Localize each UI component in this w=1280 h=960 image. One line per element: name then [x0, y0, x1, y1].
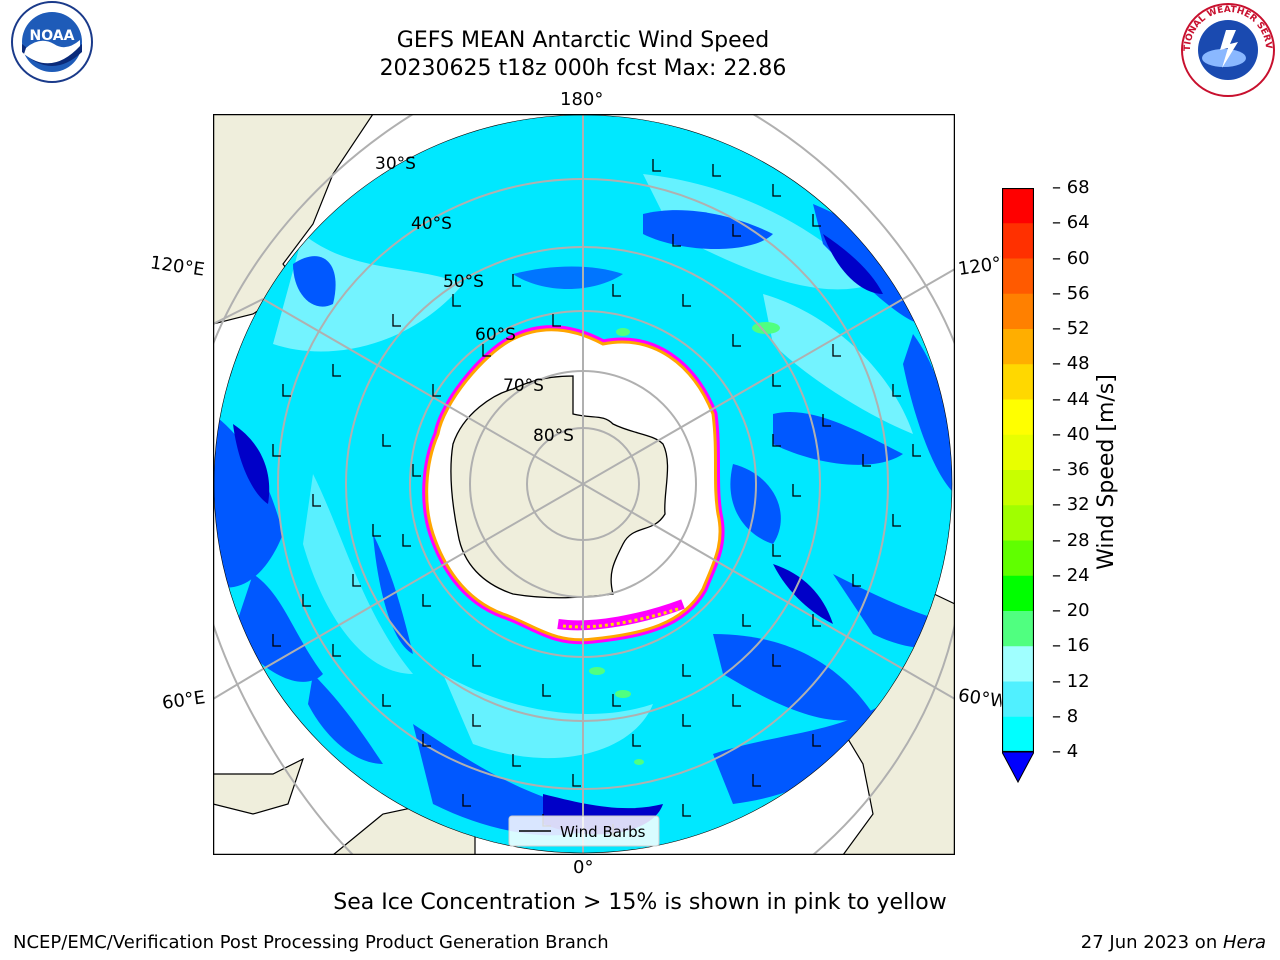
colorbar-tick-label: – 8	[1052, 705, 1079, 727]
colorbar-band	[1002, 611, 1034, 647]
lat-label-60s: 60°S	[475, 325, 516, 345]
lon-label-upper-left: 120°E	[148, 252, 206, 281]
footer-host: Hera	[1222, 932, 1266, 953]
wind-barbs-legend: Wind Barbs	[508, 815, 660, 847]
colorbar	[1001, 187, 1035, 784]
lat-label-50s: 50°S	[443, 272, 484, 292]
graticule	[214, 115, 952, 853]
lon-label-upper-right: 120°W	[956, 253, 1004, 280]
colorbar-band	[1002, 188, 1034, 224]
lon-label-lower-right: 60°W	[956, 685, 1004, 712]
colorbar-band	[1002, 399, 1034, 436]
lat-label-80s: 80°S	[533, 426, 574, 446]
map-frame	[212, 113, 956, 856]
colorbar-band	[1002, 258, 1034, 295]
colorbar-band	[1002, 540, 1034, 577]
colorbar-label: Wind Speed [m/s]	[1094, 374, 1119, 570]
colorbar-tick-label: – 52	[1052, 318, 1090, 339]
colorbar-band	[1002, 505, 1034, 541]
footer-organization: NCEP/EMC/Verification Post Processing Pr…	[13, 932, 609, 953]
colorbar-tick-label: – 12	[1052, 670, 1090, 692]
colorbar-tick-label: – 4	[1052, 741, 1079, 762]
colorbar-tick-label: – 28	[1052, 529, 1090, 551]
footer-date: 27 Jun 2023 on Hera	[1081, 932, 1266, 953]
colorbar-band	[1002, 646, 1034, 682]
colorbar-band	[1002, 329, 1034, 365]
sea-ice-caption: Sea Ice Concentration > 15% is shown in …	[333, 890, 947, 915]
lat-label-70s: 70°S	[503, 376, 544, 396]
colorbar-band	[1002, 434, 1034, 471]
lon-label-top: 180°	[560, 89, 604, 110]
lat-label-40s: 40°S	[411, 214, 452, 234]
colorbar-extend-arrow	[1001, 751, 1035, 784]
colorbar-band	[1002, 223, 1034, 259]
antarctica	[450, 375, 669, 599]
colorbar-band	[1002, 364, 1034, 400]
title-line-2: 20230625 t18z 000h fcst Max: 22.86	[379, 56, 787, 81]
title-line-1: GEFS MEAN Antarctic Wind Speed	[396, 28, 770, 53]
lon-label-lower-left: 60°E	[160, 687, 207, 714]
colorbar-tick-label: – 64	[1052, 212, 1090, 234]
colorbar-tick-label: – 16	[1052, 635, 1090, 657]
page-title: GEFS MEAN Antarctic Wind Speed 20230625 …	[0, 27, 1166, 83]
colorbar-tick-label: – 40	[1052, 423, 1090, 445]
colorbar-tick-label: – 56	[1052, 282, 1090, 304]
colorbar-band	[1002, 470, 1034, 506]
graticule-outer	[213, 114, 955, 855]
colorbar-bands	[1002, 188, 1034, 753]
noaa-logo: NOAA	[0, 0, 106, 84]
colorbar-band	[1002, 681, 1034, 718]
legend-label: Wind Barbs	[560, 823, 646, 841]
colorbar-tick-label: – 24	[1052, 564, 1090, 586]
lat-label-30s: 30°S	[375, 154, 416, 174]
colorbar-tick-label: – 36	[1052, 459, 1090, 480]
colorbar-band	[1002, 293, 1034, 330]
noaa-logo-text: NOAA	[30, 28, 75, 44]
colorbar-tick-label: – 48	[1052, 353, 1090, 375]
colorbar-tick-label: – 20	[1052, 600, 1090, 621]
nws-logo: NATIONAL WEATHER SERVICE	[1172, 0, 1280, 100]
footer-date-text: 27 Jun 2023 on	[1080, 932, 1223, 953]
colorbar-tick-label: – 60	[1052, 247, 1090, 269]
lon-label-bottom: 0°	[573, 857, 594, 878]
colorbar-band	[1002, 716, 1034, 753]
colorbar-band	[1002, 575, 1034, 612]
colorbar-tick-label: – 68	[1052, 177, 1090, 198]
colorbar-tick-label: – 44	[1052, 388, 1090, 410]
colorbar-tick-label: – 32	[1052, 494, 1090, 516]
polar-map: 30°S 40°S 50°S 60°S 70°S 80°S Wind Barbs	[212, 113, 956, 856]
